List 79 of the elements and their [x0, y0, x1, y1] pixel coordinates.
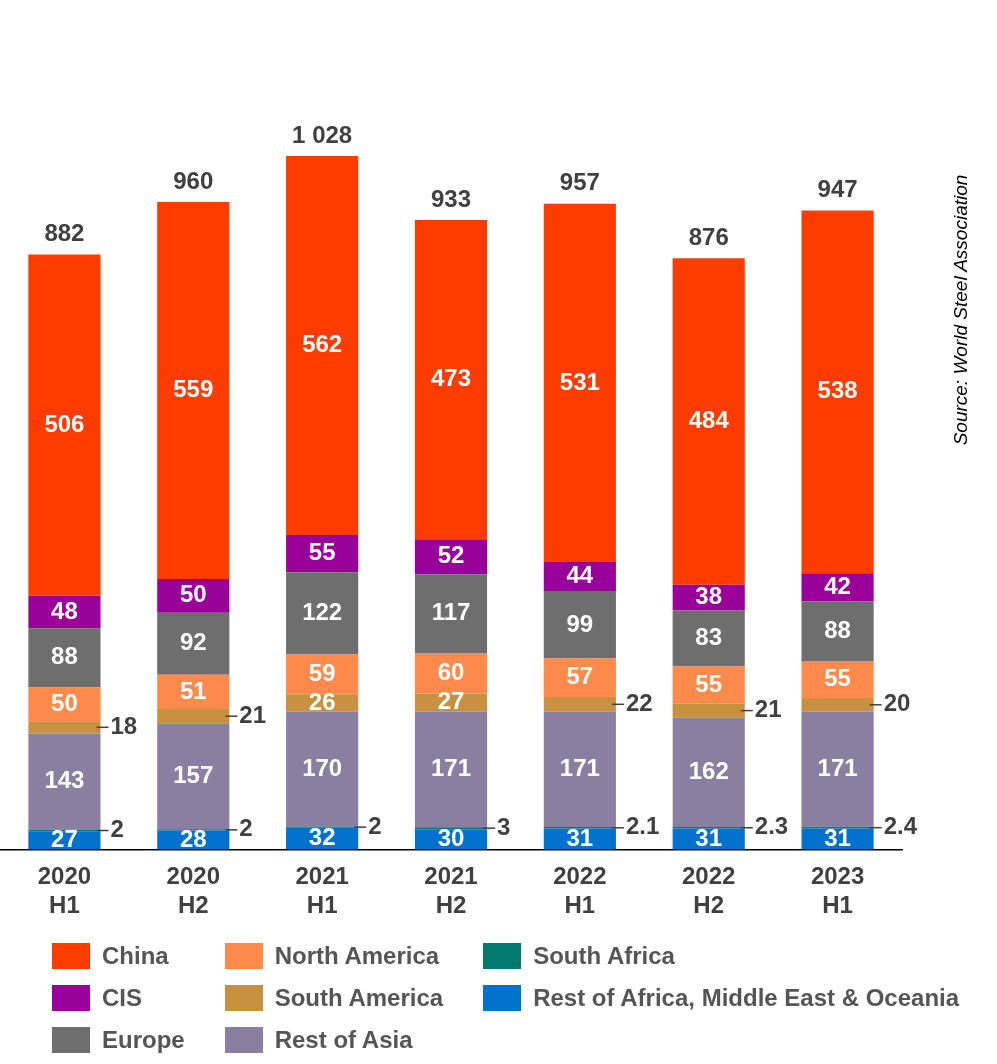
data-label: 27: [437, 687, 465, 715]
total-label: 882: [44, 219, 85, 247]
legend-label: Rest of Asia: [274, 1026, 413, 1054]
data-label: 50: [179, 580, 207, 608]
data-label: 31: [566, 823, 594, 851]
data-label: 162: [688, 756, 729, 784]
legend-label: South Africa: [533, 942, 675, 970]
data-label: 32: [308, 823, 336, 851]
data-label: 31: [824, 823, 851, 851]
source-note: Source: World Steel Association: [950, 174, 972, 446]
x-tick-label: 2020 H1: [37, 862, 92, 919]
data-label: 55: [824, 664, 851, 692]
legend-label: Rest of Africa, Middle East & Oceania: [533, 984, 960, 1012]
data-label: 30: [437, 823, 465, 851]
data-label: 143: [44, 766, 85, 794]
legend-label: China: [102, 942, 169, 970]
data-label: 26: [308, 687, 336, 715]
x-tick-label: 2022 H1: [553, 862, 607, 919]
data-label: 44: [566, 561, 594, 589]
data-label: 52: [437, 541, 465, 569]
total-label: 1 028: [292, 120, 353, 148]
x-tick-label: 2020 H2: [166, 862, 220, 919]
data-label: 48: [51, 596, 78, 624]
data-label: 59: [308, 658, 336, 686]
data-label: 38: [695, 582, 723, 610]
data-label: 171: [430, 754, 472, 782]
data-label: 50: [51, 689, 78, 717]
total-label: 947: [817, 175, 858, 202]
data-label: 473: [430, 364, 472, 392]
data-label: 83: [695, 623, 723, 651]
data-label: 2.1: [625, 812, 660, 840]
data-label: 55: [695, 669, 723, 697]
x-tick-label: 2021 H1: [295, 862, 349, 919]
data-label: 157: [173, 760, 214, 788]
data-label: 27: [51, 824, 78, 852]
x-tick-label: 2022 H2: [682, 862, 736, 919]
data-label: 2: [239, 814, 253, 842]
data-label: 18: [110, 711, 138, 739]
data-label: 538: [817, 376, 858, 404]
legend-label: South America: [274, 984, 444, 1012]
legend-label: North America: [274, 942, 440, 970]
x-tick-label: 2021 H2: [424, 862, 478, 919]
data-label: 122: [302, 597, 343, 625]
data-label: 2.4: [883, 812, 918, 840]
data-label: 531: [559, 367, 600, 395]
data-label: 88: [51, 642, 78, 670]
total-label: 957: [559, 168, 600, 196]
data-label: 28: [179, 824, 207, 852]
data-label: 559: [173, 375, 214, 403]
data-label: 31: [695, 823, 723, 851]
data-label: 51: [179, 676, 207, 704]
legend-label: Europe: [102, 1026, 185, 1054]
data-label: 60: [437, 657, 465, 685]
data-label: 171: [817, 753, 858, 781]
data-label: 99: [566, 609, 594, 637]
data-label: 562: [302, 330, 343, 358]
data-label: 2.3: [754, 812, 789, 840]
data-label: 170: [302, 753, 343, 781]
data-label: 22: [625, 688, 653, 716]
data-label: 57: [566, 662, 594, 690]
total-label: 876: [688, 222, 729, 250]
data-label: 21: [754, 695, 782, 723]
data-label: 506: [44, 409, 85, 437]
data-label: 3: [497, 812, 511, 840]
data-label: 2: [110, 815, 124, 843]
data-label: 117: [431, 598, 471, 626]
legend-label: CIS: [102, 984, 143, 1012]
data-label: 20: [883, 689, 911, 717]
data-label: 55: [308, 538, 336, 566]
data-label: 484: [688, 406, 730, 434]
data-label: 42: [824, 572, 851, 600]
data-label: 88: [824, 615, 851, 643]
x-tick-label: 2023 H1: [810, 862, 865, 919]
data-label: 2: [368, 811, 382, 839]
total-label: 960: [173, 166, 214, 194]
data-label: 171: [559, 754, 600, 782]
total-label: 933: [430, 184, 472, 212]
data-label: 21: [239, 700, 267, 728]
data-label: 92: [179, 628, 207, 656]
